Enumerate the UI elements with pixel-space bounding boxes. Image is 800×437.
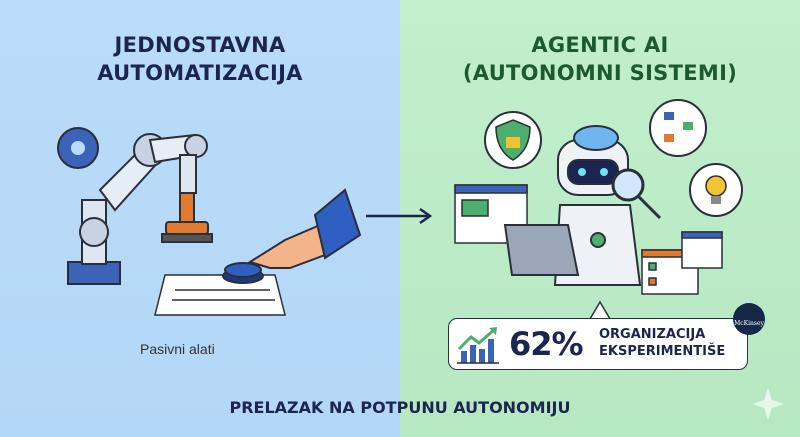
gear-icon bbox=[57, 127, 99, 169]
sparkle-icon bbox=[752, 388, 784, 420]
stat-value: 62% bbox=[509, 325, 584, 363]
hand-pointing-icon bbox=[247, 188, 362, 269]
right-title-line1: AGENTIC AI bbox=[531, 33, 669, 57]
left-title-line2: AUTOMATIZACIJA bbox=[97, 61, 303, 85]
stat-label: ORGANIZACIJA EKSPERIMENTIŠE bbox=[599, 326, 725, 360]
stat-callout-pointer bbox=[588, 300, 612, 320]
growth-chart-icon bbox=[457, 327, 499, 364]
footer-title: PRELAZAK NA POTPUNU AUTONOMIJU bbox=[229, 398, 571, 417]
right-title: AGENTIC AI (AUTONOMNI SISTEMI) bbox=[400, 31, 800, 87]
right-title-line2: (AUTONOMNI SISTEMI) bbox=[462, 61, 738, 85]
flowchart-icon bbox=[649, 99, 707, 157]
stamp-icon bbox=[161, 192, 213, 243]
magnifier-icon bbox=[611, 168, 662, 220]
mckinsey-logo: McKinsey bbox=[733, 303, 765, 335]
stat-label-line1: ORGANIZACIJA bbox=[599, 327, 706, 342]
shield-lock-icon bbox=[484, 111, 542, 169]
button-icon bbox=[222, 262, 264, 284]
robot-arm-icon bbox=[67, 133, 208, 285]
stat-callout: 62% ORGANIZACIJA EKSPERIMENTIŠE bbox=[448, 318, 748, 370]
lightbulb-icon bbox=[689, 163, 743, 217]
arrow-right-icon bbox=[366, 207, 433, 225]
stat-label-line2: EKSPERIMENTIŠE bbox=[599, 344, 726, 359]
laptop-icon bbox=[503, 224, 580, 276]
left-title: JEDNOSTAVNA AUTOMATIZACIJA bbox=[0, 31, 400, 87]
left-caption: Pasivni alati bbox=[140, 341, 215, 357]
browser-window-icon bbox=[681, 231, 723, 269]
brain-icon bbox=[573, 125, 619, 151]
left-title-line1: JEDNOSTAVNA bbox=[114, 33, 286, 57]
document-icon bbox=[154, 274, 286, 316]
